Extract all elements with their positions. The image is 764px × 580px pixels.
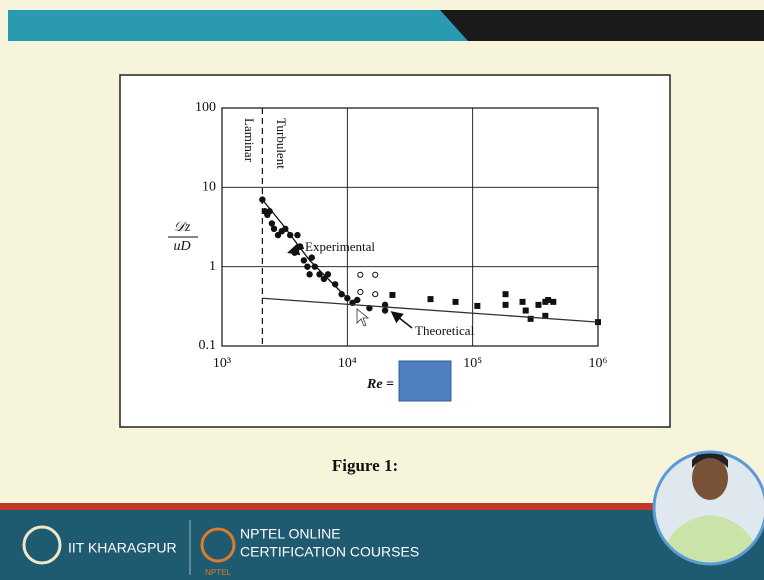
data-point	[354, 297, 360, 303]
series-label: Experimental	[305, 239, 375, 254]
data-point	[373, 292, 378, 297]
nptel-logo-text: NPTEL	[205, 568, 231, 577]
data-point	[304, 263, 310, 269]
data-point	[389, 292, 395, 298]
data-point	[382, 307, 388, 313]
data-point	[545, 297, 551, 303]
footer: IIT KHARAGPUR NPTEL NPTEL ONLINE CERTIFI…	[0, 503, 764, 580]
region-label: Turbulent	[274, 118, 289, 169]
x-axis-label: Re =	[366, 377, 394, 392]
data-point	[503, 302, 509, 308]
data-point	[503, 291, 509, 297]
y-tick-label: 10	[202, 180, 216, 195]
x-tick-label: 10⁴	[338, 356, 357, 371]
page: {"chart_data": { "type": "scatter", "xlo…	[0, 0, 764, 580]
data-point	[428, 296, 434, 302]
header-bar-dark	[440, 10, 764, 41]
data-point	[301, 257, 307, 263]
y-tick-label: 1	[209, 259, 216, 274]
data-point	[453, 299, 459, 305]
data-point	[271, 226, 277, 232]
placeholder-box	[399, 361, 451, 401]
header-bar	[8, 10, 468, 41]
data-point	[550, 299, 556, 305]
footer-stripe	[0, 503, 764, 510]
region-label: Laminar	[242, 118, 257, 163]
data-point	[535, 302, 541, 308]
data-point	[520, 299, 526, 305]
figure-caption: Figure 1:	[332, 456, 398, 475]
y-tick-label: 100	[195, 100, 216, 115]
y-tick-label: 0.1	[199, 338, 217, 353]
data-point	[474, 303, 480, 309]
data-point	[358, 272, 363, 277]
institute-name: IIT KHARAGPUR	[68, 540, 177, 556]
data-point	[523, 308, 529, 314]
program-line: CERTIFICATION COURSES	[240, 544, 419, 560]
data-point	[373, 272, 378, 277]
data-point	[312, 263, 318, 269]
chart-frame	[120, 75, 670, 427]
x-tick-label: 10³	[213, 356, 231, 371]
x-tick-label: 10⁵	[463, 356, 482, 371]
y-axis-label: uD	[173, 239, 190, 254]
x-tick-label: 10⁶	[589, 356, 608, 371]
data-point	[358, 289, 363, 294]
data-point	[294, 232, 300, 238]
y-axis-label: 𝒟z	[174, 220, 191, 235]
data-point	[306, 271, 312, 277]
chart: 0.1 1 10 100 10³ 10⁴ 10⁵ 10⁶ Re = 𝒟z uD Laminar Turb…	[120, 75, 670, 427]
slide: 0.1 1 10 100 10³ 10⁴ 10⁵ 10⁶ Re = 𝒟z uD Laminar Turb…	[0, 0, 764, 580]
series-label: Theoretical	[415, 323, 475, 338]
program-line: NPTEL ONLINE	[240, 526, 341, 542]
